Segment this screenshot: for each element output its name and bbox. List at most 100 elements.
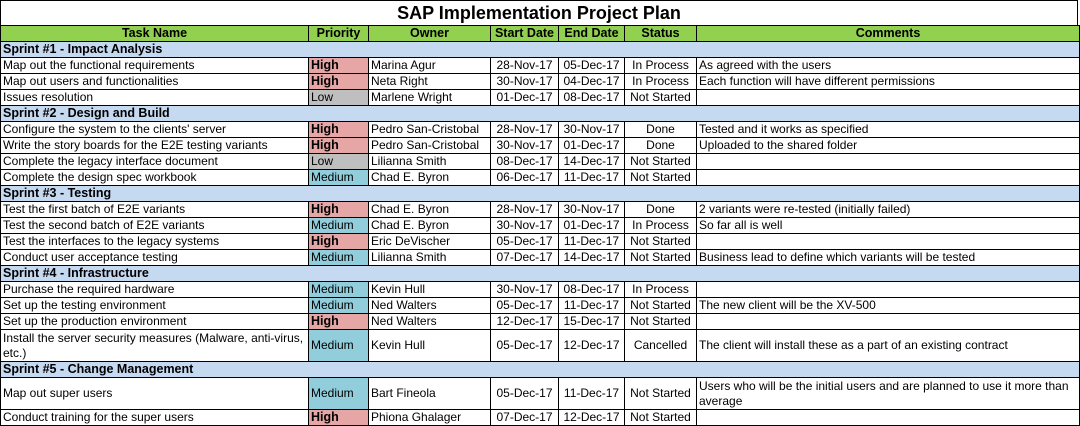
comments-cell[interactable]: So far all is well [696,217,1080,234]
status-cell[interactable]: Not Started [624,89,697,106]
task-name-cell[interactable]: Purchase the required hardware [0,281,309,298]
priority-cell[interactable]: Medium [308,297,369,314]
start-date-cell[interactable]: 05-Dec-17 [490,297,559,314]
sprint-label[interactable]: Sprint #1 - Impact Analysis [0,41,1080,58]
owner-cell[interactable]: Kevin Hull [368,329,491,362]
column-header-start-date[interactable]: Start Date [490,25,559,42]
end-date-cell[interactable]: 30-Nov-17 [558,121,625,138]
priority-cell[interactable]: Medium [308,377,369,410]
status-cell[interactable]: Not Started [624,377,697,410]
priority-cell[interactable]: Medium [308,249,369,266]
status-cell[interactable]: In Process [624,217,697,234]
end-date-cell[interactable]: 14-Dec-17 [558,249,625,266]
start-date-cell[interactable]: 30-Nov-17 [490,73,559,90]
end-date-cell[interactable]: 15-Dec-17 [558,313,625,330]
start-date-cell[interactable]: 05-Dec-17 [490,377,559,410]
owner-cell[interactable]: Pedro San-Cristobal [368,137,491,154]
end-date-cell[interactable]: 05-Dec-17 [558,57,625,74]
task-name-cell[interactable]: Install the server security measures (Ma… [0,329,309,362]
start-date-cell[interactable]: 07-Dec-17 [490,249,559,266]
status-cell[interactable]: Not Started [624,249,697,266]
status-cell[interactable]: Not Started [624,169,697,186]
comments-cell[interactable]: Tested and it works as specified [696,121,1080,138]
start-date-cell[interactable]: 08-Dec-17 [490,153,559,170]
task-name-cell[interactable]: Map out users and functionalities [0,73,309,90]
task-name-cell[interactable]: Test the interfaces to the legacy system… [0,233,309,250]
priority-cell[interactable]: High [308,121,369,138]
end-date-cell[interactable]: 04-Dec-17 [558,73,625,90]
end-date-cell[interactable]: 14-Dec-17 [558,153,625,170]
sprint-label[interactable]: Sprint #4 - Infrastructure [0,265,1080,282]
end-date-cell[interactable]: 11-Dec-17 [558,377,625,410]
comments-cell[interactable]: The client will install these as a part … [696,329,1080,362]
comments-cell[interactable] [696,233,1080,250]
start-date-cell[interactable]: 28-Nov-17 [490,201,559,218]
comments-cell[interactable] [696,153,1080,170]
column-header-status[interactable]: Status [624,25,697,42]
end-date-cell[interactable]: 01-Dec-17 [558,137,625,154]
priority-cell[interactable]: High [308,57,369,74]
owner-cell[interactable]: Neta Right [368,73,491,90]
owner-cell[interactable]: Pedro San-Cristobal [368,121,491,138]
sprint-label[interactable]: Sprint #2 - Design and Build [0,105,1080,122]
owner-cell[interactable]: Marlene Wright [368,89,491,106]
status-cell[interactable]: Not Started [624,409,697,426]
start-date-cell[interactable]: 28-Nov-17 [490,57,559,74]
status-cell[interactable]: Cancelled [624,329,697,362]
end-date-cell[interactable]: 08-Dec-17 [558,89,625,106]
comments-cell[interactable] [696,313,1080,330]
end-date-cell[interactable]: 11-Dec-17 [558,233,625,250]
comments-cell[interactable] [696,409,1080,426]
owner-cell[interactable]: Ned Walters [368,297,491,314]
priority-cell[interactable]: High [308,201,369,218]
owner-cell[interactable]: Kevin Hull [368,281,491,298]
start-date-cell[interactable]: 07-Dec-17 [490,409,559,426]
column-header-end-date[interactable]: End Date [558,25,625,42]
end-date-cell[interactable]: 11-Dec-17 [558,169,625,186]
status-cell[interactable]: In Process [624,73,697,90]
owner-cell[interactable]: Marina Agur [368,57,491,74]
sprint-label[interactable]: Sprint #5 - Change Management [0,361,1080,378]
status-cell[interactable]: Not Started [624,313,697,330]
owner-cell[interactable]: Chad E. Byron [368,201,491,218]
task-name-cell[interactable]: Complete the design spec workbook [0,169,309,186]
status-cell[interactable]: Done [624,121,697,138]
priority-cell[interactable]: Medium [308,169,369,186]
status-cell[interactable]: In Process [624,281,697,298]
end-date-cell[interactable]: 30-Nov-17 [558,201,625,218]
task-name-cell[interactable]: Test the second batch of E2E variants [0,217,309,234]
status-cell[interactable]: Not Started [624,297,697,314]
comments-cell[interactable] [696,169,1080,186]
status-cell[interactable]: In Process [624,57,697,74]
task-name-cell[interactable]: Write the story boards for the E2E testi… [0,137,309,154]
start-date-cell[interactable]: 05-Dec-17 [490,233,559,250]
start-date-cell[interactable]: 12-Dec-17 [490,313,559,330]
priority-cell[interactable]: Medium [308,281,369,298]
end-date-cell[interactable]: 12-Dec-17 [558,329,625,362]
priority-cell[interactable]: High [308,73,369,90]
column-header-task-name[interactable]: Task Name [0,25,309,42]
comments-cell[interactable]: The new client will be the XV-500 [696,297,1080,314]
priority-cell[interactable]: Medium [308,329,369,362]
status-cell[interactable]: Done [624,137,697,154]
task-name-cell[interactable]: Issues resolution [0,89,309,106]
owner-cell[interactable]: Lilianna Smith [368,153,491,170]
comments-cell[interactable]: As agreed with the users [696,57,1080,74]
owner-cell[interactable]: Bart Fineola [368,377,491,410]
status-cell[interactable]: Not Started [624,233,697,250]
owner-cell[interactable]: Lilianna Smith [368,249,491,266]
start-date-cell[interactable]: 05-Dec-17 [490,329,559,362]
start-date-cell[interactable]: 28-Nov-17 [490,121,559,138]
status-cell[interactable]: Done [624,201,697,218]
start-date-cell[interactable]: 30-Nov-17 [490,137,559,154]
end-date-cell[interactable]: 08-Dec-17 [558,281,625,298]
comments-cell[interactable]: Business lead to define which variants w… [696,249,1080,266]
priority-cell[interactable]: Low [308,153,369,170]
priority-cell[interactable]: High [308,409,369,426]
comments-cell[interactable]: 2 variants were re-tested (initially fai… [696,201,1080,218]
comments-cell[interactable] [696,281,1080,298]
status-cell[interactable]: Not Started [624,153,697,170]
column-header-priority[interactable]: Priority [308,25,369,42]
owner-cell[interactable]: Eric DeVischer [368,233,491,250]
owner-cell[interactable]: Phiona Ghalager [368,409,491,426]
